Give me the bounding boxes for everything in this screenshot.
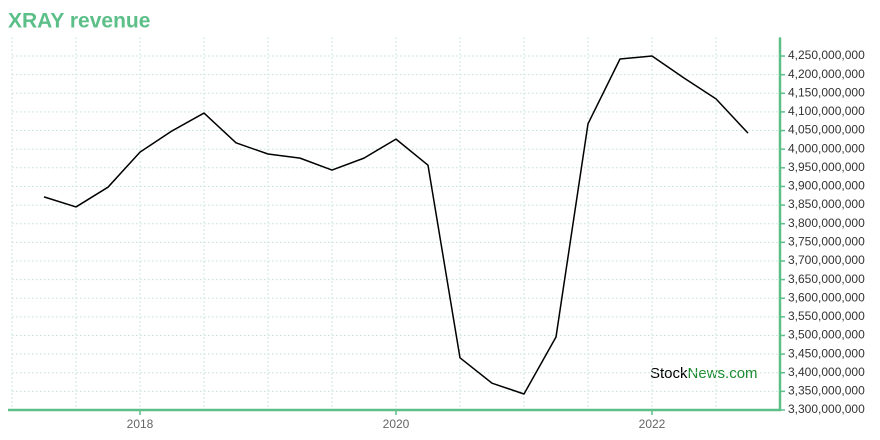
y-tick-label: 3,500,000,000 [788,328,865,342]
x-tick-label: 2018 [127,417,154,431]
y-tick-label: 3,700,000,000 [788,253,865,267]
y-tick-label: 3,400,000,000 [788,365,865,379]
y-tick-label: 3,450,000,000 [788,346,865,360]
y-tick-label: 3,750,000,000 [788,235,865,249]
line-series [43,55,749,395]
y-tick-label: 4,150,000,000 [788,85,865,99]
y-tick-label: 4,050,000,000 [788,123,865,137]
y-tick-label: 3,300,000,000 [788,402,865,416]
watermark: StockNews.com [650,365,758,382]
y-tick-label: 4,100,000,000 [788,104,865,118]
y-tick-label: 4,000,000,000 [788,141,865,155]
y-tick-label: 3,950,000,000 [788,160,865,174]
y-tick-label: 3,600,000,000 [788,290,865,304]
y-tick-label: 3,800,000,000 [788,216,865,230]
watermark-news: News.com [688,365,758,382]
y-tick-label: 4,250,000,000 [788,48,865,62]
y-tick-label: 3,850,000,000 [788,197,865,211]
y-tick-label: 3,900,000,000 [788,179,865,193]
x-tick-label: 2022 [639,417,666,431]
chart-title: XRAY revenue [8,10,150,33]
y-tick-label: 3,650,000,000 [788,272,865,286]
y-tick-label: 4,200,000,000 [788,67,865,81]
y-tick-label: 3,350,000,000 [788,384,865,398]
y-tick-label: 3,550,000,000 [788,309,865,323]
x-tick-label: 2020 [383,417,410,431]
watermark-stock: Stock [650,365,688,382]
